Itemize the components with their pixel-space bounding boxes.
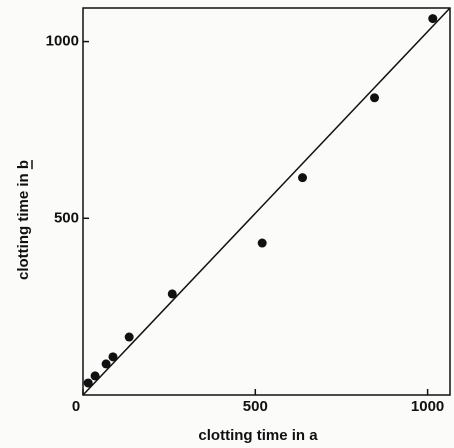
point (298, 173, 308, 183)
point (90, 371, 100, 381)
y-tick-label: 1000 (46, 33, 79, 50)
x-tick-label: 0 (72, 398, 80, 415)
x-axis-label: clotting time in a (198, 427, 318, 444)
point (370, 93, 380, 103)
fit-line (82, 7, 451, 396)
point (83, 378, 93, 388)
x-tick-label: 1000 (411, 398, 444, 415)
point (124, 332, 134, 342)
y-axis-label: clotting time in b (15, 160, 32, 280)
plot-frame (82, 7, 451, 396)
point (257, 238, 267, 248)
x-tick-label: 500 (243, 398, 268, 415)
y-axis-label-group: clotting time in b (15, 160, 33, 280)
point (167, 289, 177, 299)
y-tick-label: 500 (54, 209, 79, 226)
point (108, 352, 118, 362)
point (101, 359, 111, 369)
point (428, 14, 438, 24)
